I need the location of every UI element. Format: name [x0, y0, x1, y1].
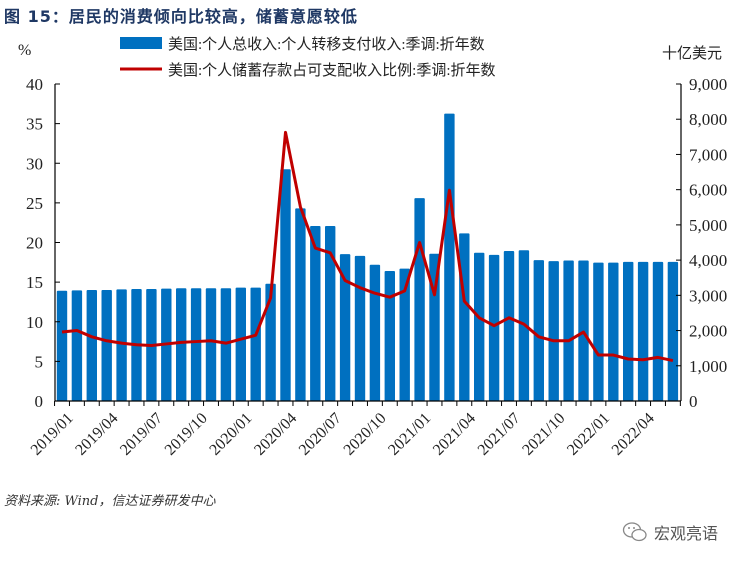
bar-2020/08 — [339, 254, 351, 401]
bar-2020/12 — [399, 268, 410, 401]
right-tick-label: 5,000 — [689, 216, 727, 235]
bar-2022/02 — [608, 262, 619, 401]
left-tick-label: 15 — [26, 273, 43, 292]
left-tick-label: 25 — [26, 194, 43, 213]
bar-2019/01 — [56, 290, 68, 401]
right-axis-label: 十亿美元 — [662, 45, 722, 62]
bar-2022/04 — [637, 261, 649, 401]
wechat-icon — [622, 522, 647, 542]
bar-2020/11 — [384, 271, 395, 401]
source-note: 资料来源: Wind，信达证券研发中心 — [4, 494, 216, 509]
x-tick-label: 2020/04 — [251, 410, 300, 459]
x-tick-label: 2021/04 — [430, 410, 479, 459]
x-tick-label: 2020/07 — [296, 410, 345, 459]
left-tick-label: 30 — [26, 154, 43, 173]
x-tick-label: 2021/07 — [475, 410, 524, 459]
left-tick-label: 35 — [26, 115, 43, 134]
bar-2020/09 — [354, 255, 366, 401]
bar-2019/11 — [205, 288, 217, 401]
left-axis-label: % — [18, 42, 31, 59]
left-tick-label: 5 — [35, 352, 44, 371]
legend-label-bar: 美国:个人总收入:个人转移支付收入:季调:折年数 — [168, 36, 485, 53]
bar-2021/04 — [459, 233, 470, 401]
bar-2021/06 — [488, 254, 500, 401]
legend-label-line: 美国:个人储蓄存款占可支配收入比例:季调:折年数 — [168, 62, 496, 79]
bar-2021/11 — [563, 260, 574, 401]
bar-2021/05 — [474, 252, 485, 401]
bar-2022/05 — [652, 261, 664, 401]
saving-rate-line — [61, 130, 674, 363]
x-tick-label: 2021/01 — [385, 410, 434, 459]
bar-2022/01 — [593, 262, 604, 401]
x-tick-label: 2019/04 — [72, 410, 121, 459]
x-tick-label: 2019/01 — [28, 410, 77, 459]
bar-2020/07 — [325, 225, 336, 401]
bar-2020/04 — [280, 169, 291, 401]
bar-2020/10 — [369, 264, 381, 401]
bar-2019/09 — [176, 288, 187, 401]
right-tick-label: 4,000 — [689, 251, 727, 270]
chart-title: 图 15：居民的消费倾向比较高，储蓄意愿较低 — [4, 7, 358, 26]
bar-2021/07 — [503, 250, 515, 401]
right-tick-label: 7,000 — [689, 145, 727, 164]
right-tick-label: 2,000 — [689, 322, 727, 341]
right-tick-label: 0 — [689, 392, 698, 411]
bar-2019/05 — [116, 289, 127, 401]
left-tick-label: 0 — [35, 392, 44, 411]
bar-2021/03 — [444, 113, 455, 401]
bar-2021/10 — [548, 261, 559, 401]
right-tick-label: 6,000 — [689, 181, 727, 200]
bar-2020/06 — [310, 225, 321, 401]
bar-2019/04 — [101, 290, 112, 401]
right-tick-label: 1,000 — [689, 357, 727, 376]
bar-2021/09 — [533, 260, 544, 401]
x-tick-label: 2020/10 — [341, 410, 390, 459]
legend: 美国:个人总收入:个人转移支付收入:季调:折年数 美国:个人储蓄存款占可支配收入… — [120, 36, 496, 79]
bar-2020/05 — [295, 208, 306, 401]
bar-2022/06 — [667, 261, 679, 401]
bar-2020/02 — [250, 287, 261, 401]
left-tick-label: 10 — [26, 313, 43, 332]
bar-2019/10 — [190, 288, 202, 401]
x-tick-label: 2019/07 — [117, 410, 166, 459]
bar-2020/03 — [265, 283, 276, 401]
x-tick-label: 2022/01 — [564, 410, 613, 459]
bar-2019/02 — [71, 290, 83, 401]
bar-2022/03 — [623, 261, 634, 401]
bar-2021/01 — [414, 198, 425, 401]
legend-swatch-bar — [120, 37, 162, 49]
right-tick-label: 8,000 — [689, 110, 727, 129]
watermark: 宏观亮语 — [622, 520, 718, 544]
bar-2019/03 — [86, 290, 97, 401]
left-tick-label: 20 — [26, 234, 43, 253]
right-tick-label: 9,000 — [689, 75, 727, 94]
x-tick-label: 2022/04 — [609, 410, 658, 459]
x-tick-label: 2019/10 — [162, 410, 211, 459]
x-tick-label: 2021/10 — [519, 410, 568, 459]
x-tick-label: 2020/01 — [206, 410, 255, 459]
bar-2020/01 — [235, 287, 246, 401]
watermark-text: 宏观亮语 — [654, 524, 719, 543]
right-tick-label: 3,000 — [689, 286, 727, 305]
left-tick-label: 40 — [26, 75, 43, 94]
chart: 美国:个人总收入:个人转移支付收入:季调:折年数 美国:个人储蓄存款占可支配收入… — [18, 36, 727, 459]
